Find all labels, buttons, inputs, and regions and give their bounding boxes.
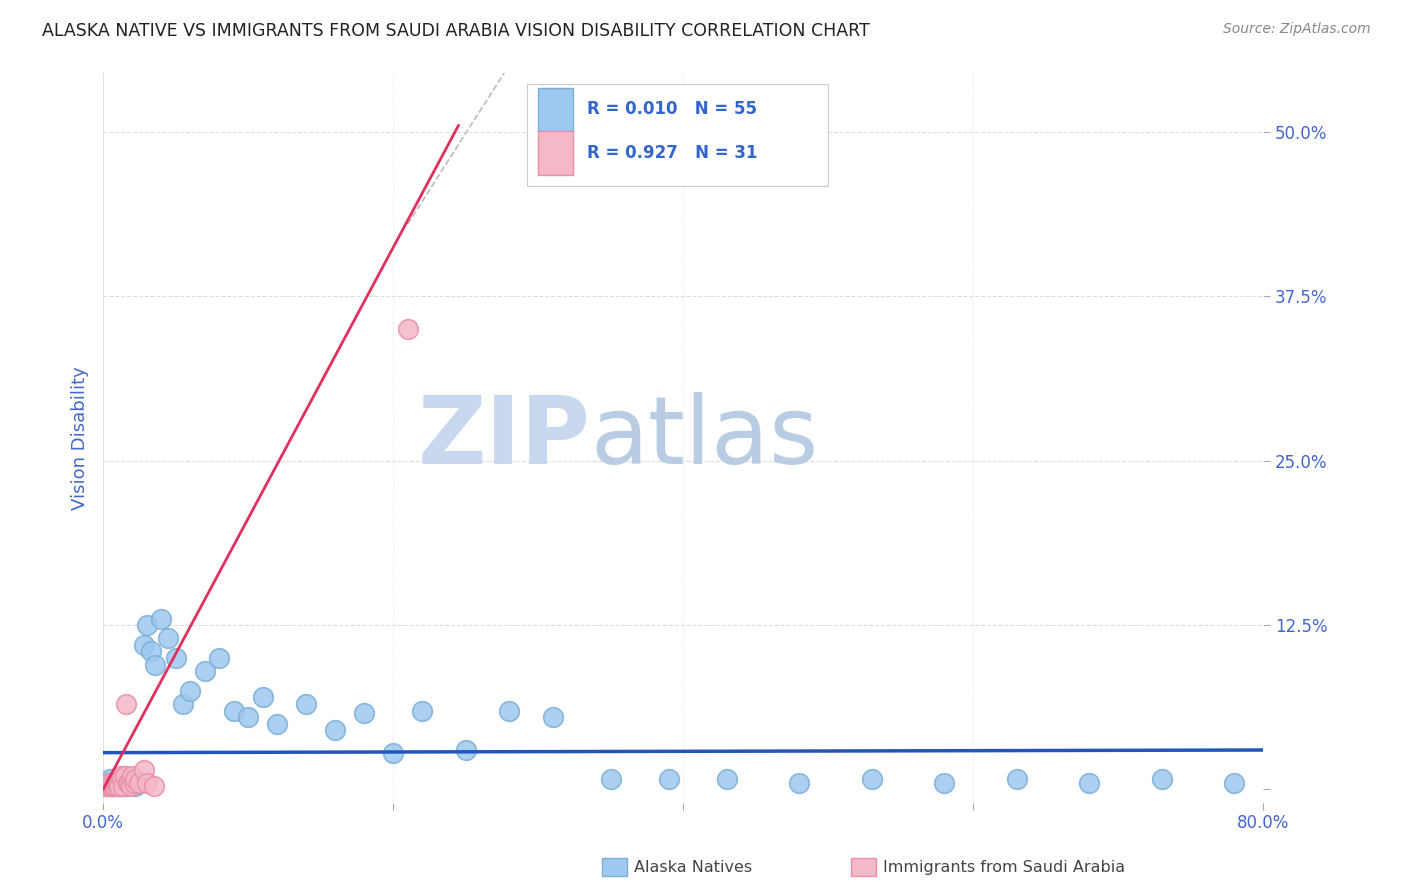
- Point: [396, 322, 419, 336]
- Point: [94, 776, 117, 790]
- Point: [1005, 772, 1028, 786]
- Point: [101, 779, 124, 793]
- Point: [107, 779, 129, 793]
- Point: [179, 683, 201, 698]
- Point: [97, 779, 120, 793]
- Text: ZIP: ZIP: [418, 392, 591, 483]
- Point: [97, 776, 120, 790]
- Point: [124, 779, 146, 793]
- Point: [498, 704, 520, 718]
- Point: [1078, 776, 1101, 790]
- Point: [128, 776, 150, 790]
- Point: [108, 779, 131, 793]
- Point: [112, 779, 135, 793]
- Point: [157, 632, 180, 646]
- Point: [111, 772, 134, 786]
- Point: [295, 697, 318, 711]
- Point: [139, 644, 162, 658]
- Point: [103, 776, 125, 790]
- Point: [115, 697, 138, 711]
- Point: [96, 779, 118, 793]
- Point: [117, 776, 139, 790]
- Point: [121, 769, 143, 783]
- Point: [132, 763, 155, 777]
- Text: Alaska Natives: Alaska Natives: [634, 860, 752, 874]
- Text: atlas: atlas: [591, 392, 818, 483]
- Point: [1150, 772, 1173, 786]
- Point: [128, 776, 150, 790]
- Point: [122, 776, 145, 790]
- Point: [658, 772, 681, 786]
- Point: [112, 779, 135, 793]
- Text: Source: ZipAtlas.com: Source: ZipAtlas.com: [1223, 22, 1371, 37]
- Point: [107, 779, 129, 793]
- FancyBboxPatch shape: [527, 84, 828, 186]
- Point: [110, 769, 132, 783]
- Point: [411, 704, 433, 718]
- Point: [1223, 776, 1246, 790]
- Point: [101, 779, 124, 793]
- Point: [860, 772, 883, 786]
- Y-axis label: Vision Disability: Vision Disability: [72, 366, 89, 509]
- Point: [222, 704, 245, 718]
- Point: [100, 772, 122, 786]
- Point: [120, 779, 142, 793]
- Point: [194, 664, 217, 678]
- FancyBboxPatch shape: [538, 87, 574, 131]
- Point: [323, 723, 346, 738]
- Point: [100, 776, 122, 790]
- Point: [599, 772, 621, 786]
- Point: [104, 776, 127, 790]
- Point: [115, 779, 138, 793]
- Point: [135, 618, 157, 632]
- Text: ALASKA NATIVE VS IMMIGRANTS FROM SAUDI ARABIA VISION DISABILITY CORRELATION CHAR: ALASKA NATIVE VS IMMIGRANTS FROM SAUDI A…: [42, 22, 870, 40]
- Point: [266, 716, 288, 731]
- Text: R = 0.927   N = 31: R = 0.927 N = 31: [586, 145, 758, 162]
- Point: [172, 697, 194, 711]
- Point: [108, 776, 131, 790]
- Point: [541, 710, 564, 724]
- Point: [252, 690, 274, 705]
- Point: [142, 779, 165, 793]
- Point: [208, 651, 231, 665]
- Point: [934, 776, 956, 790]
- Point: [96, 779, 118, 793]
- Point: [165, 651, 187, 665]
- Point: [236, 710, 259, 724]
- Point: [143, 657, 166, 672]
- Point: [382, 746, 405, 760]
- Point: [105, 776, 128, 790]
- Text: R = 0.010   N = 55: R = 0.010 N = 55: [586, 101, 756, 119]
- Point: [716, 772, 738, 786]
- Point: [118, 776, 141, 790]
- Point: [454, 743, 477, 757]
- Point: [97, 776, 120, 790]
- Point: [353, 706, 375, 721]
- Point: [111, 776, 134, 790]
- FancyBboxPatch shape: [538, 131, 574, 175]
- Point: [114, 769, 136, 783]
- Point: [105, 776, 128, 790]
- Point: [107, 772, 129, 786]
- Point: [150, 611, 173, 625]
- Point: [103, 779, 125, 793]
- Point: [103, 776, 125, 790]
- Point: [107, 772, 129, 786]
- Point: [100, 779, 122, 793]
- Point: [117, 776, 139, 790]
- Point: [104, 779, 127, 793]
- Point: [124, 772, 146, 786]
- Point: [94, 779, 117, 793]
- Point: [114, 776, 136, 790]
- Point: [118, 772, 141, 786]
- Point: [787, 776, 810, 790]
- Point: [132, 638, 155, 652]
- Point: [104, 779, 127, 793]
- Point: [121, 776, 143, 790]
- Point: [114, 769, 136, 783]
- Point: [135, 776, 157, 790]
- Point: [110, 779, 132, 793]
- Text: Immigrants from Saudi Arabia: Immigrants from Saudi Arabia: [883, 860, 1125, 874]
